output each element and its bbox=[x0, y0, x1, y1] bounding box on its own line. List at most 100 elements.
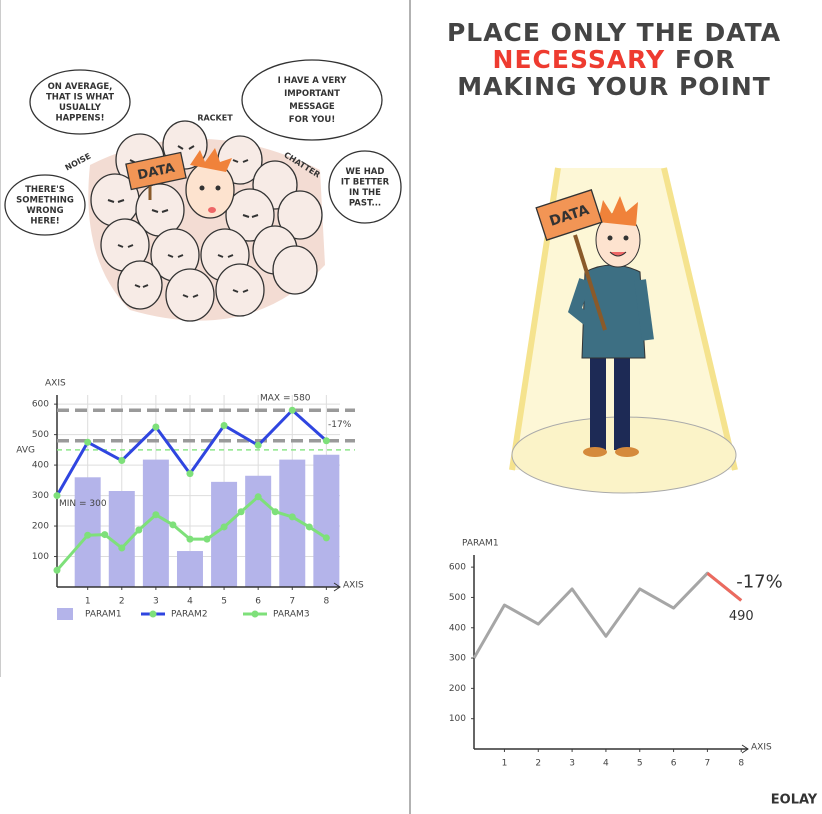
point bbox=[84, 438, 92, 446]
y-axis-label: PARAM1 bbox=[462, 539, 499, 549]
value-label: 490 bbox=[729, 609, 754, 624]
y-tick-label: 400 bbox=[32, 461, 49, 471]
x-tick-label: 3 bbox=[569, 759, 575, 769]
point bbox=[220, 421, 228, 429]
axis-arrow bbox=[333, 582, 341, 592]
bubble-text: HERE! bbox=[30, 216, 59, 226]
point bbox=[118, 457, 126, 465]
title-line: NECESSARY FOR bbox=[493, 45, 736, 74]
point bbox=[220, 523, 228, 531]
y-tick-label: 300 bbox=[32, 491, 49, 501]
point bbox=[169, 521, 177, 529]
crowd-illustration: DATA bbox=[4, 59, 402, 322]
bubble-text: THAT IS WHAT bbox=[46, 92, 114, 102]
bubble-text: HAPPENS! bbox=[55, 113, 104, 123]
point bbox=[203, 535, 211, 543]
point bbox=[186, 535, 194, 543]
spotlight-illustration: DATA bbox=[509, 167, 738, 494]
point bbox=[118, 544, 126, 552]
left-chart: 100 200 300 400 500 600 1 2 3 4 5 6 7 8 AXIS AXIS MAX = … bbox=[16, 379, 364, 620]
x-tick-label: 8 bbox=[323, 597, 329, 607]
annotation: MIN = 300 bbox=[59, 499, 107, 509]
point bbox=[237, 508, 245, 516]
point bbox=[101, 531, 109, 539]
face-eye bbox=[199, 185, 205, 191]
x-tick-label: 4 bbox=[187, 597, 193, 607]
x-tick-label: 7 bbox=[289, 597, 295, 607]
y-tick-label: 300 bbox=[449, 654, 466, 664]
x-tick-label: 7 bbox=[705, 759, 711, 769]
bubble-text: FOR YOU! bbox=[289, 115, 335, 125]
x-tick-label: 4 bbox=[603, 759, 609, 769]
signature: EOLAY bbox=[771, 793, 818, 808]
point bbox=[288, 406, 296, 414]
bubble-text: I HAVE A VERY bbox=[278, 76, 348, 86]
right-chart: 100 200 300 400 500 600 1 2 3 4 5 6 7 8 PARAM1 AXIS -17%… bbox=[449, 539, 783, 769]
bar bbox=[313, 454, 340, 587]
y-tick-label: 600 bbox=[449, 563, 466, 573]
bubble-text: ON AVERAGE, bbox=[48, 82, 113, 92]
face-eye bbox=[215, 185, 221, 191]
x-tick-label: 6 bbox=[255, 597, 261, 607]
bubble-text: USUALLY bbox=[59, 103, 102, 113]
y-axis-label: AXIS bbox=[45, 379, 66, 389]
point bbox=[135, 526, 143, 534]
point bbox=[305, 523, 313, 531]
point bbox=[152, 423, 160, 431]
y-tick-label: 200 bbox=[32, 522, 49, 532]
y-tick-label: 500 bbox=[32, 430, 49, 440]
point bbox=[254, 441, 262, 449]
y-tick-label: 200 bbox=[449, 684, 466, 694]
x-tick-label: 1 bbox=[502, 759, 508, 769]
x-tick-label: 2 bbox=[119, 597, 125, 607]
point bbox=[271, 508, 279, 516]
x-tick-label: 2 bbox=[535, 759, 541, 769]
x-tick-label: 1 bbox=[85, 597, 91, 607]
title-line: PLACE ONLY THE DATA bbox=[447, 18, 781, 47]
x-tick-label: 5 bbox=[221, 597, 227, 607]
y-tick-label: 100 bbox=[32, 552, 49, 562]
point bbox=[84, 531, 92, 539]
bar bbox=[176, 551, 203, 587]
x-axis-label: AXIS bbox=[751, 743, 772, 753]
line bbox=[472, 571, 743, 659]
reference-label: -17% bbox=[328, 420, 352, 430]
legend-label: PARAM3 bbox=[273, 610, 310, 620]
x-tick-label: 3 bbox=[153, 597, 159, 607]
axis-arrow bbox=[741, 744, 749, 754]
bubble-text: WE HAD bbox=[346, 167, 385, 177]
bubble-text: THERE'S bbox=[25, 185, 65, 195]
face-mouth bbox=[208, 207, 216, 213]
title-word: FOR bbox=[675, 45, 736, 74]
legend-label: PARAM1 bbox=[85, 610, 122, 620]
bubble-text: MESSAGE bbox=[289, 102, 335, 112]
highlight-line bbox=[706, 572, 743, 602]
line bbox=[55, 495, 328, 572]
x-tick-label: 5 bbox=[637, 759, 643, 769]
legend-swatch bbox=[149, 610, 157, 618]
legend-swatch bbox=[251, 610, 259, 618]
point bbox=[53, 566, 61, 574]
noise-label: NOISE bbox=[64, 152, 93, 173]
point bbox=[254, 493, 262, 501]
reference-label: AVG bbox=[16, 445, 35, 455]
y-tick-label: 500 bbox=[449, 593, 466, 603]
reference-label: MAX = 580 bbox=[260, 394, 311, 404]
x-tick-label: 6 bbox=[671, 759, 677, 769]
point bbox=[288, 513, 296, 521]
point bbox=[322, 437, 330, 445]
bubble-text: SOMETHING bbox=[16, 195, 74, 205]
bubble-text: IT BETTER bbox=[341, 177, 390, 187]
bubble-text: IMPORTANT bbox=[284, 89, 340, 99]
title-highlight: NECESSARY bbox=[493, 45, 666, 74]
y-tick-label: 600 bbox=[32, 400, 49, 410]
point bbox=[53, 492, 61, 500]
legend-swatch bbox=[57, 608, 73, 620]
y-tick-label: 100 bbox=[449, 714, 466, 724]
title-line: MAKING YOUR POINT bbox=[457, 72, 771, 101]
x-tick-label: 8 bbox=[738, 759, 744, 769]
point bbox=[152, 511, 160, 519]
point bbox=[186, 470, 194, 478]
